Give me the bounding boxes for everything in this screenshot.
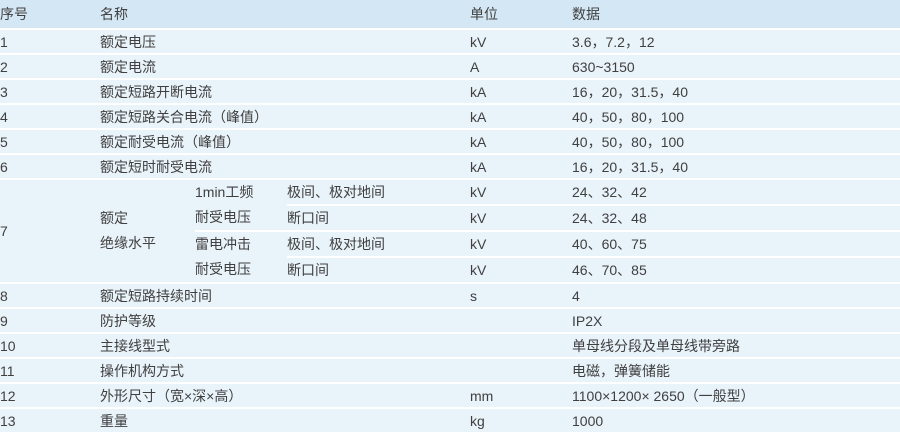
spec-data: 电磁，弹簧储能: [572, 357, 900, 383]
test-type: 雷电冲击 耐受电压: [195, 230, 287, 283]
table-row: 6 额定短时耐受电流 kA 16，20，31.5，40: [0, 153, 900, 179]
test-type-line1: 雷电冲击: [195, 236, 251, 252]
spec-unit: kg: [470, 407, 573, 432]
test-type-line2: 耐受电压: [195, 209, 251, 225]
spec-name: 主接线型式: [100, 332, 471, 358]
header-name: 名称: [100, 0, 471, 29]
spec-unit: kV: [470, 178, 573, 205]
spec-data: 3.6，7.2，12: [572, 28, 900, 54]
header-row: 序号 名称 单位 数据: [0, 0, 900, 29]
test-type: 1min工频 耐受电压: [195, 178, 287, 231]
row-number: 13: [0, 407, 100, 432]
table-row: 1 额定电压 kV 3.6，7.2，12: [0, 28, 900, 54]
spec-name-line1: 额定: [100, 210, 128, 226]
spec-data: 40、60、75: [572, 230, 900, 257]
row-number: 1: [0, 28, 100, 54]
test-type-line1: 1min工频: [195, 184, 254, 200]
spec-unit: A: [470, 53, 573, 79]
test-type-line2: 耐受电压: [195, 261, 251, 277]
test-scope: 断口间: [287, 256, 471, 283]
spec-unit: [470, 332, 573, 358]
row-number: 4: [0, 103, 100, 129]
spec-data: IP2X: [572, 307, 900, 333]
header-no: 序号: [0, 0, 100, 29]
spec-name: 额定 绝缘水平: [100, 178, 195, 283]
table-row: 12 外形尺寸（宽×深×高） mm 1100×1200× 2650（一般型）: [0, 382, 900, 408]
header-data: 数据: [572, 0, 900, 29]
spec-data: 24、32、48: [572, 204, 900, 231]
spec-data: 40，50，80，100: [572, 103, 900, 129]
row-number: 2: [0, 53, 100, 79]
spec-name-line2: 绝缘水平: [100, 235, 156, 251]
test-scope: 极间、极对地间: [287, 178, 471, 205]
spec-name: 额定耐受电流（峰值）: [100, 128, 471, 154]
table-row: 13 重量 kg 1000: [0, 407, 900, 432]
table-row: 2 额定电流 A 630~3150: [0, 53, 900, 79]
spec-name: 额定短路关合电流（峰值）: [100, 103, 471, 129]
row-number: 7: [0, 178, 100, 283]
spec-name: 外形尺寸（宽×深×高）: [100, 382, 471, 408]
spec-unit: [470, 307, 573, 333]
spec-unit: kA: [470, 128, 573, 154]
spec-name: 额定短时耐受电流: [100, 153, 471, 179]
test-scope: 断口间: [287, 204, 471, 231]
table-row-7-sub3: 雷电冲击 耐受电压 极间、极对地间 kV 40、60、75: [0, 230, 900, 283]
spec-name: 额定电压: [100, 28, 471, 54]
spec-data: 1100×1200× 2650（一般型）: [572, 382, 900, 408]
spec-data: 46、70、85: [572, 256, 900, 283]
spec-unit: kV: [470, 230, 573, 257]
spec-name: 操作机构方式: [100, 357, 471, 383]
spec-name: 额定短路开断电流: [100, 78, 471, 104]
spec-data: 1000: [572, 407, 900, 432]
spec-data: 24、32、42: [572, 178, 900, 205]
row-number: 10: [0, 332, 100, 358]
spec-name: 额定短路持续时间: [100, 282, 471, 308]
spec-name: 重量: [100, 407, 471, 432]
table-row-7-sub1: 7 额定 绝缘水平 1min工频 耐受电压 极间、极对地间 kV 24、32、4…: [0, 178, 900, 283]
table-row: 3 额定短路开断电流 kA 16，20，31.5，40: [0, 78, 900, 104]
row-number: 6: [0, 153, 100, 179]
spec-unit: [470, 357, 573, 383]
table-row: 11 操作机构方式 电磁，弹簧储能: [0, 357, 900, 383]
table-row: 10 主接线型式 单母线分段及单母线带旁路: [0, 332, 900, 358]
spec-data: 630~3150: [572, 53, 900, 79]
row-number: 11: [0, 357, 100, 383]
spec-unit: kV: [470, 28, 573, 54]
row-number: 8: [0, 282, 100, 308]
spec-unit: kA: [470, 153, 573, 179]
spec-unit: kA: [470, 78, 573, 104]
spec-unit: kA: [470, 103, 573, 129]
row-number: 5: [0, 128, 100, 154]
table-row: 4 额定短路关合电流（峰值） kA 40，50，80，100: [0, 103, 900, 129]
table-row-7-sub2: 断口间 kV 24、32、48: [0, 204, 900, 231]
spec-name: 防护等级: [100, 307, 471, 333]
table-row-7-sub4: 断口间 kV 46、70、85: [0, 256, 900, 283]
test-scope: 极间、极对地间: [287, 230, 471, 257]
row-number: 12: [0, 382, 100, 408]
spec-data: 16，20，31.5，40: [572, 78, 900, 104]
spec-unit: s: [470, 282, 573, 308]
table-row: 8 额定短路持续时间 s 4: [0, 282, 900, 308]
spec-data: 40，50，80，100: [572, 128, 900, 154]
header-unit: 单位: [470, 0, 573, 29]
row-number: 3: [0, 78, 100, 104]
spec-data: 单母线分段及单母线带旁路: [572, 332, 900, 358]
table-row: 5 额定耐受电流（峰值） kA 40，50，80，100: [0, 128, 900, 154]
spec-name: 额定电流: [100, 53, 471, 79]
spec-unit: mm: [470, 382, 573, 408]
row-number: 9: [0, 307, 100, 333]
spec-unit: kV: [470, 204, 573, 231]
spec-data: 16，20，31.5，40: [572, 153, 900, 179]
spec-unit: kV: [470, 256, 573, 283]
table-row: 9 防护等级 IP2X: [0, 307, 900, 333]
spec-data: 4: [572, 282, 900, 308]
